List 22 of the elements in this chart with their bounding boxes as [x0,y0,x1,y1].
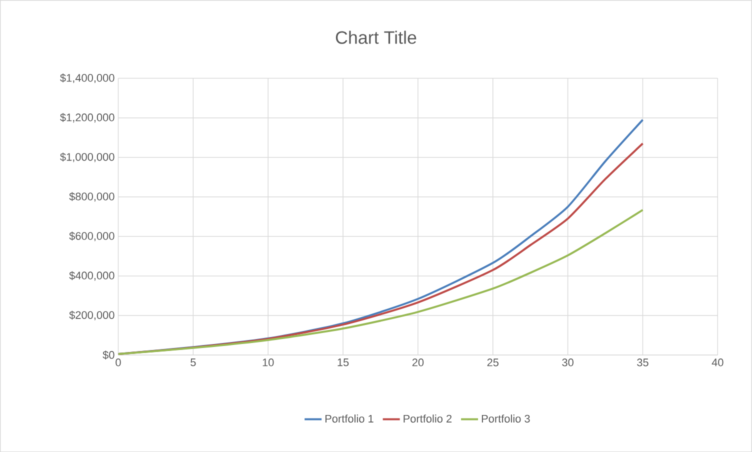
y-tick-label: $1,400,000 [60,73,114,83]
y-tick-label: $1,200,000 [60,112,114,122]
x-tick-label: 35 [637,358,648,366]
x-tick-label: 0 [116,358,121,366]
legend-label: Portfolio 3 [482,414,530,422]
x-tick-label: 20 [412,358,424,366]
y-tick-label: $0 [102,350,114,360]
chart-title: Chart Title [336,30,416,44]
x-tick-label: 30 [562,358,574,366]
legend-label: Portfolio 1 [325,414,374,422]
y-tick-label: $600,000 [69,232,114,242]
x-tick-label: 25 [487,358,498,366]
legend-label: Portfolio 2 [404,414,452,422]
y-tick-label: $800,000 [69,192,114,202]
y-tick-label: $400,000 [69,271,114,281]
y-tick-label: $200,000 [69,310,114,320]
x-tick-label: 5 [190,358,196,366]
y-tick-label: $1,000,000 [60,152,114,162]
line-series [118,208,644,355]
x-tick-label: 10 [262,358,274,366]
x-tick-label: 15 [338,358,349,366]
x-tick-label: 40 [712,358,724,366]
